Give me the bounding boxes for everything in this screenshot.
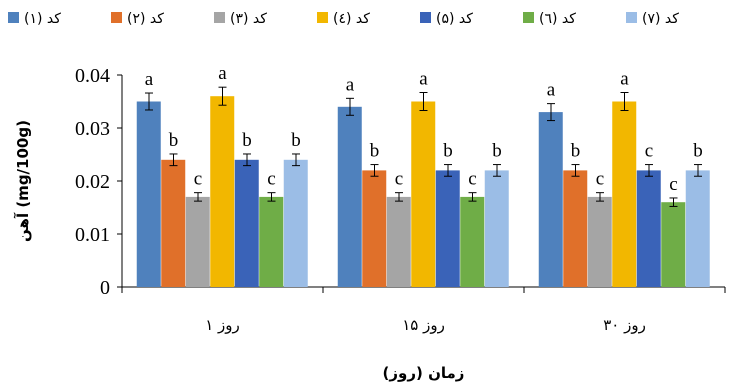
bar xyxy=(161,159,186,287)
bar xyxy=(283,159,308,287)
legend-label: کد (۱) xyxy=(24,11,61,27)
bar xyxy=(538,112,563,287)
legend-label: کد (٤) xyxy=(333,11,370,27)
significance-label: b xyxy=(443,141,453,162)
bar xyxy=(259,196,284,287)
significance-label: b xyxy=(571,141,581,162)
bar xyxy=(484,170,509,287)
bar xyxy=(411,101,436,287)
bar xyxy=(234,159,259,287)
significance-label: b xyxy=(370,141,380,162)
significance-label: c xyxy=(267,169,275,190)
bar xyxy=(185,196,210,287)
significance-label: b xyxy=(242,130,252,151)
x-tick-label: روز ۱۵ xyxy=(402,316,445,334)
legend-label: کد (۲) xyxy=(127,11,164,27)
significance-label: b xyxy=(169,130,179,151)
legend: کد (۱) کد (۲) کد (۳) کد (٤) کد (۵) کد (٦) کد (… xyxy=(8,11,679,27)
bar xyxy=(136,101,161,287)
bar xyxy=(587,196,612,287)
legend-swatch xyxy=(8,12,19,23)
x-tick-label: روز ۳۰ xyxy=(603,316,646,334)
bar xyxy=(563,170,588,287)
x-tick-labels: روز ۱ روز ۱۵ روز ۳۰ xyxy=(121,287,726,334)
bar xyxy=(210,96,235,287)
legend-label: کد (۷) xyxy=(642,11,679,27)
bar xyxy=(337,106,362,287)
significance-label: c xyxy=(468,169,476,190)
significance-label: a xyxy=(346,74,355,95)
x-tick-label: روز ۱ xyxy=(205,316,240,334)
y-tick-label: 0.01 xyxy=(75,224,110,246)
bar xyxy=(386,196,411,287)
legend-swatch xyxy=(214,12,225,23)
y-tick-label: 0.03 xyxy=(75,118,110,140)
y-tick-label: 0 xyxy=(100,277,110,299)
bar xyxy=(460,196,485,287)
bar xyxy=(661,202,686,287)
legend-label: کد (۵) xyxy=(436,11,473,27)
legend-swatch xyxy=(626,12,637,23)
x-axis-title: زمان (روز) xyxy=(383,364,465,382)
significance-label: c xyxy=(194,169,202,190)
significance-label: b xyxy=(291,130,301,151)
significance-label: b xyxy=(693,141,703,162)
legend-swatch xyxy=(111,12,122,23)
bar xyxy=(685,170,710,287)
significance-label: a xyxy=(218,63,227,84)
significance-label: c xyxy=(645,141,653,162)
y-axis-title: آهن (mg/100g) xyxy=(14,120,32,242)
legend-swatch xyxy=(317,12,328,23)
significance-label: b xyxy=(492,141,502,162)
bar xyxy=(636,170,661,287)
bar xyxy=(435,170,460,287)
y-ticks: 0 0.01 0.02 0.03 0.04 xyxy=(75,65,122,299)
legend-swatch xyxy=(523,12,534,23)
significance-label: c xyxy=(395,169,403,190)
legend-label: کد (۳) xyxy=(230,11,267,27)
legend-label: کد (٦) xyxy=(539,11,576,27)
significance-label: c xyxy=(669,174,677,195)
significance-label: a xyxy=(419,68,428,89)
y-tick-label: 0.02 xyxy=(75,171,110,193)
bar xyxy=(612,101,637,287)
significance-label: a xyxy=(620,68,629,89)
significance-label: a xyxy=(145,69,154,90)
significance-label: a xyxy=(547,80,556,101)
legend-swatch xyxy=(420,12,431,23)
bar xyxy=(362,170,387,287)
y-tick-label: 0.04 xyxy=(75,65,110,87)
significance-label: c xyxy=(596,169,604,190)
